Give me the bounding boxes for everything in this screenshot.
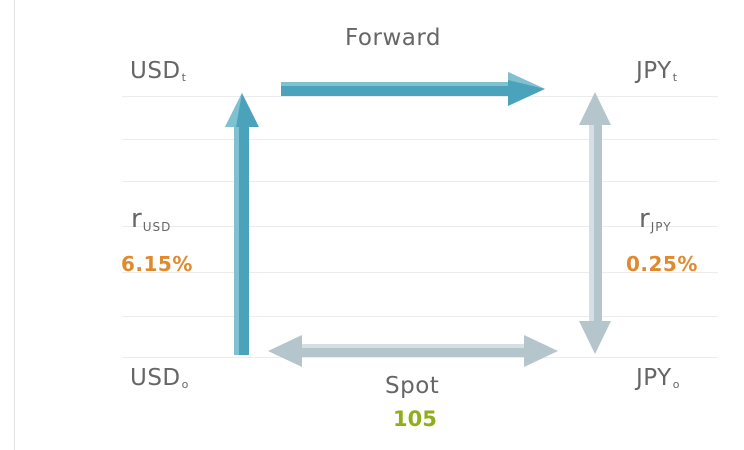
spot-arrow — [268, 335, 558, 367]
gridline — [122, 139, 718, 140]
label-jpy-t-sub: t — [672, 71, 678, 84]
gridline — [122, 272, 718, 273]
label-forward: Forward — [345, 25, 441, 51]
usd-rate-arrow — [225, 93, 259, 355]
label-usd-o: USDo — [130, 365, 189, 391]
value-spot: 105 — [393, 407, 437, 431]
rate-usd-sub: USD — [142, 220, 172, 234]
gridline — [122, 357, 718, 358]
gridline — [122, 181, 718, 182]
label-usd-t: USDt — [130, 58, 186, 84]
gridline — [122, 316, 718, 317]
label-usd-t-sub: t — [181, 71, 186, 84]
forward-arrow — [281, 72, 545, 106]
rate-usd-symbol: r — [131, 204, 142, 234]
label-jpy-t: JPYt — [636, 58, 678, 84]
rate-jpy-symbol: r — [639, 204, 650, 234]
frame-left-border — [14, 0, 15, 450]
gridline — [122, 96, 718, 97]
rate-jpy-sub: JPY — [650, 220, 672, 234]
label-jpy-o-base: JPY — [636, 365, 672, 391]
label-usd-t-base: USD — [130, 58, 181, 84]
label-spot: Spot — [385, 373, 440, 399]
label-usd-o-sub: o — [181, 378, 189, 391]
value-rate-usd: 6.15% — [121, 252, 193, 276]
label-jpy-o-sub: o — [672, 378, 680, 391]
label-jpy-t-base: JPY — [636, 58, 672, 84]
value-rate-jpy: 0.25% — [626, 252, 698, 276]
gridline — [122, 226, 718, 227]
label-rate-jpy: rJPY — [639, 204, 672, 234]
label-usd-o-base: USD — [130, 365, 181, 391]
label-jpy-o: JPYo — [636, 365, 680, 391]
jpy-rate-arrow — [579, 92, 611, 354]
label-rate-usd: rUSD — [131, 204, 172, 234]
